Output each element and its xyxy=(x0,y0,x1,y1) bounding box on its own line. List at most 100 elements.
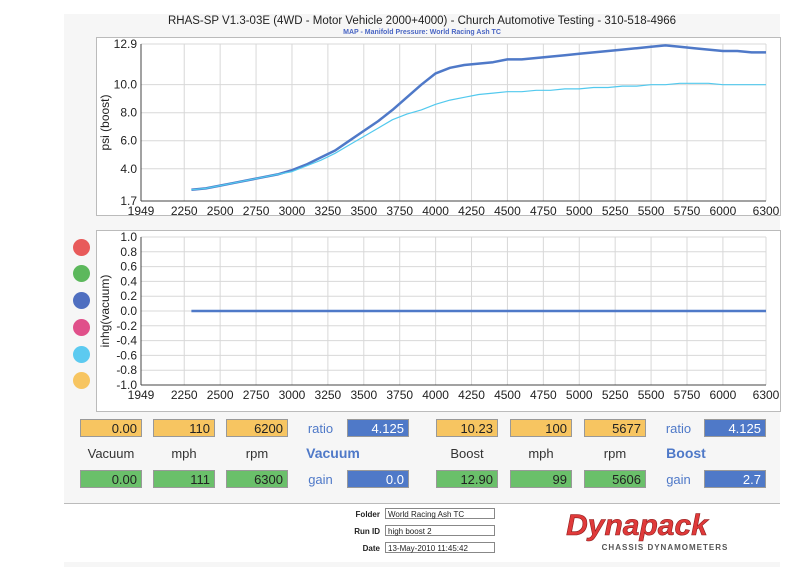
x-tick-label: 3500 xyxy=(350,388,377,402)
y-tick-label: -0.6 xyxy=(116,348,137,362)
date-label: Date xyxy=(362,544,380,553)
y-tick-label: -0.8 xyxy=(116,363,137,377)
boost-peak-value: 10.23 xyxy=(436,419,498,437)
vacuum-chart-panel: 1949 2250 2500 2750 3000 3250 3500 3750 4000 4250… xyxy=(96,230,781,412)
y-tick-label: 0.4 xyxy=(120,274,137,288)
x-tick-label: 4500 xyxy=(494,388,521,402)
x-tick-label: 5750 xyxy=(674,204,701,215)
x-tick-label: 5250 xyxy=(602,204,629,215)
legend-dot-cyan[interactable] xyxy=(73,346,90,363)
vacuum-chart: 1949 2250 2500 2750 3000 3250 3500 3750 4000 4250… xyxy=(98,230,780,402)
series-line-2 xyxy=(191,82,766,191)
legend-dot-green[interactable] xyxy=(73,265,90,282)
y-tick-label: 12.9 xyxy=(114,38,138,51)
boost-chart: 1949 2250 2500 2750 3000 3250 3500 3750 4000 4250… xyxy=(98,37,780,218)
boost-peak-mph: 100 xyxy=(510,419,572,437)
boost-col-label: Boost xyxy=(450,446,484,461)
x-tick-label: 4750 xyxy=(530,388,557,402)
y-tick-label: 0.6 xyxy=(120,260,137,274)
legend-dot-red[interactable] xyxy=(73,239,90,256)
x-tick-label: 2250 xyxy=(171,204,198,215)
x-tick-label: 2500 xyxy=(207,388,234,402)
x-tick-label: 6300 xyxy=(753,204,780,215)
x-tick-label: 2750 xyxy=(243,388,270,402)
vacuum-mph-label: mph xyxy=(171,446,197,461)
boost-chart-panel: 1949 2250 2500 2750 3000 3250 3500 3750 4000 4250… xyxy=(96,37,781,218)
x-tick-label: 4500 xyxy=(494,204,521,215)
y-axis-title: inhg(vacuum) xyxy=(98,275,112,348)
report-title: RHAS-SP V1.3-03E (4WD - Motor Vehicle 20… xyxy=(167,15,677,27)
x-tick-label: 2750 xyxy=(243,204,270,215)
vacuum-gain-label: gain xyxy=(308,472,333,487)
x-tick-label: 6000 xyxy=(710,388,737,402)
y-tick-label: -0.4 xyxy=(116,334,137,348)
x-tick-label: 5250 xyxy=(602,388,629,402)
x-tick-label: 4250 xyxy=(458,388,485,402)
chart-subtitle: MAP - Manifold Pressure: World Racing As… xyxy=(343,29,501,36)
boost-gain-value: 2.7 xyxy=(704,470,766,488)
vacuum-current-rpm: 6300 xyxy=(226,470,288,488)
x-tick-label: 6300 xyxy=(753,388,780,402)
y-tick-label: -0.2 xyxy=(116,319,137,333)
boost-section-title: Boost xyxy=(666,445,706,461)
x-tick-label: 4000 xyxy=(422,204,449,215)
vacuum-section-title: Vacuum xyxy=(306,445,360,461)
vacuum-peak-rpm: 6200 xyxy=(226,419,288,437)
y-tick-label: 8.0 xyxy=(120,106,137,120)
runid-value: high boost 2 xyxy=(385,525,495,536)
y-tick-label: 0.0 xyxy=(120,304,137,318)
x-tick-label: 2250 xyxy=(171,388,198,402)
y-tick-label: 1.0 xyxy=(120,231,137,244)
folder-label: Folder xyxy=(355,510,380,519)
boost-current-value: 12.90 xyxy=(436,470,498,488)
series-line-1 xyxy=(191,44,766,192)
x-tick-label: 5000 xyxy=(566,388,593,402)
x-tick-label: 3000 xyxy=(279,388,306,402)
x-tick-label: 3750 xyxy=(386,388,413,402)
x-tick-label: 2500 xyxy=(207,204,234,215)
x-tick-label: 3000 xyxy=(279,204,306,215)
logo-subtext: CHASSIS DYNAMOMETERS xyxy=(602,543,729,552)
x-tick-label: 5500 xyxy=(638,388,665,402)
vacuum-peak-value: 0.00 xyxy=(80,419,142,437)
y-tick-label: 0.8 xyxy=(120,245,137,259)
dynapack-logo: Dynapack CHASSIS DYNAMOMETERS xyxy=(566,509,729,552)
boost-current-mph: 99 xyxy=(510,470,572,488)
legend-dot-yellow[interactable] xyxy=(73,372,90,389)
legend-dot-blue[interactable] xyxy=(73,292,90,309)
x-tick-label: 4000 xyxy=(422,388,449,402)
legend-dot-pink[interactable] xyxy=(73,319,90,336)
x-tick-label: 3250 xyxy=(315,388,342,402)
vacuum-current-value: 0.00 xyxy=(80,470,142,488)
vacuum-col-label: Vacuum xyxy=(87,446,135,461)
x-tick-label: 1949 xyxy=(128,388,155,402)
x-tick-label: 3500 xyxy=(350,204,377,215)
y-tick-label: -1.0 xyxy=(116,378,137,392)
y-axis-title: psi (boost) xyxy=(98,94,112,150)
vacuum-gain-value: 0.0 xyxy=(347,470,409,488)
vacuum-ratio-value: 4.125 xyxy=(347,419,409,437)
x-tick-label: 6000 xyxy=(710,204,737,215)
x-tick-label: 3250 xyxy=(315,204,342,215)
y-tick-label: 6.0 xyxy=(120,134,137,148)
x-tick-label: 1949 xyxy=(128,204,155,215)
folder-value: World Racing Ash TC xyxy=(385,508,495,519)
logo-text: Dynapack xyxy=(566,509,709,542)
vacuum-rpm-label: rpm xyxy=(245,446,269,461)
x-tick-label: 3750 xyxy=(386,204,413,215)
vacuum-ratio-label: ratio xyxy=(307,421,334,436)
boost-current-rpm: 5606 xyxy=(584,470,646,488)
boost-ratio-value: 4.125 xyxy=(704,419,766,437)
x-tick-label: 4250 xyxy=(458,204,485,215)
boost-rpm-label: rpm xyxy=(603,446,627,461)
x-tick-label: 5500 xyxy=(638,204,665,215)
y-tick-label: 4.0 xyxy=(120,162,137,176)
x-tick-label: 4750 xyxy=(530,204,557,215)
runid-label: Run ID xyxy=(354,527,380,536)
y-tick-label: 10.0 xyxy=(114,78,138,92)
x-tick-label: 5000 xyxy=(566,204,593,215)
vacuum-peak-mph: 110 xyxy=(153,419,215,437)
x-tick-label: 5750 xyxy=(674,388,701,402)
y-tick-label: 1.7 xyxy=(120,194,137,208)
boost-peak-rpm: 5677 xyxy=(584,419,646,437)
